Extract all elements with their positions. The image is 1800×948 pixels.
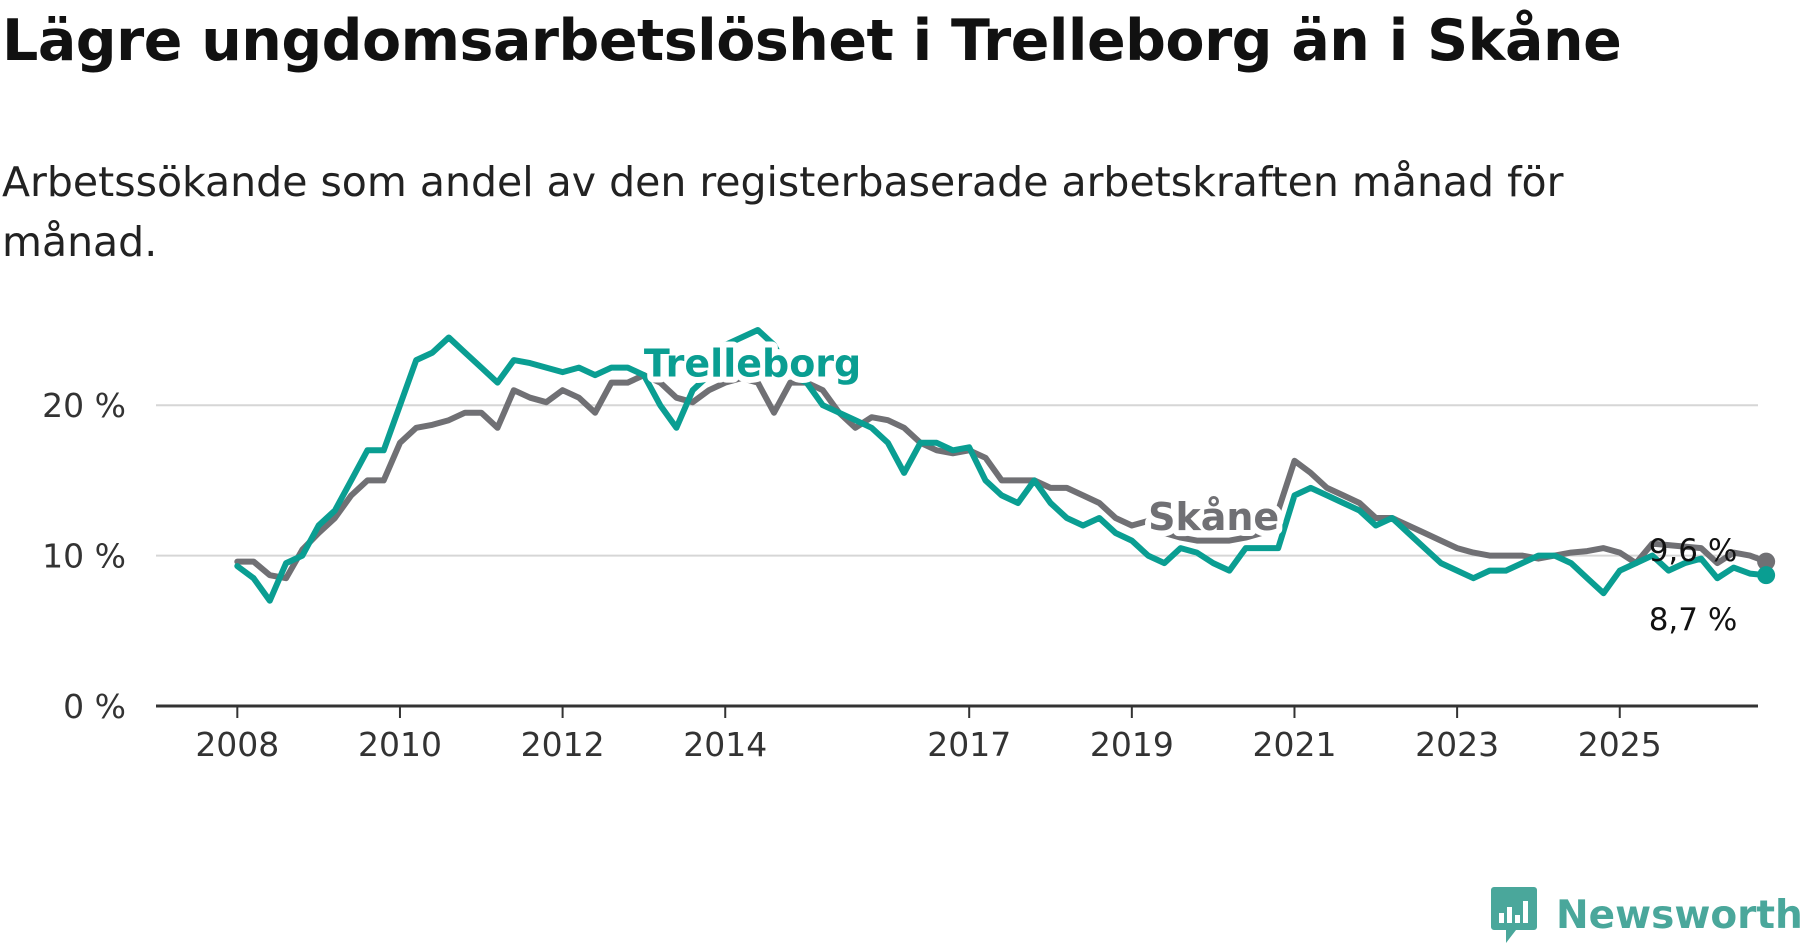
x-tick-label: 2014: [683, 725, 767, 764]
x-tick-label: 2023: [1415, 725, 1499, 764]
newsworthy-logo-icon: [1491, 887, 1537, 943]
x-tick-label: 2021: [1252, 725, 1336, 764]
series-label-trelleborg: Trelleborg: [644, 342, 861, 386]
x-tick-label: 2017: [927, 725, 1011, 764]
chart-title: Lägre ungdomsarbetslöshet i Trelleborg ä…: [2, 8, 1622, 74]
end-point-trelleborg: [1757, 566, 1776, 585]
end-value-label-skane: 9,6 %: [1649, 533, 1738, 569]
end-value-label-trelleborg: 8,7 %: [1649, 602, 1738, 638]
series-line-trelleborg: [234, 327, 1770, 604]
x-tick-label: 2025: [1578, 725, 1662, 764]
brand-logo: Newsworthy: [1490, 885, 1800, 945]
x-tick-label: 2012: [521, 725, 605, 764]
chart-subtitle: Arbetssökande som andel av den registerb…: [2, 158, 1564, 266]
end-point-skåne: [1757, 552, 1776, 571]
series-line-skåne: [234, 372, 1770, 582]
series-label-trelleborg-halo: Trelleborg: [644, 342, 861, 386]
y-tick-label: 0 %: [63, 687, 126, 726]
x-tick-label: 2010: [358, 725, 442, 764]
x-tick-label: 2008: [195, 725, 279, 764]
y-tick-label: 20 %: [42, 386, 126, 425]
y-tick-label: 10 %: [42, 537, 126, 576]
brand-name: Newsworthy: [1556, 892, 1800, 938]
x-tick-label: 2019: [1090, 725, 1174, 764]
series-label-skane-halo: Skåne: [1148, 495, 1279, 539]
series-label-skane: Skåne: [1148, 495, 1279, 539]
